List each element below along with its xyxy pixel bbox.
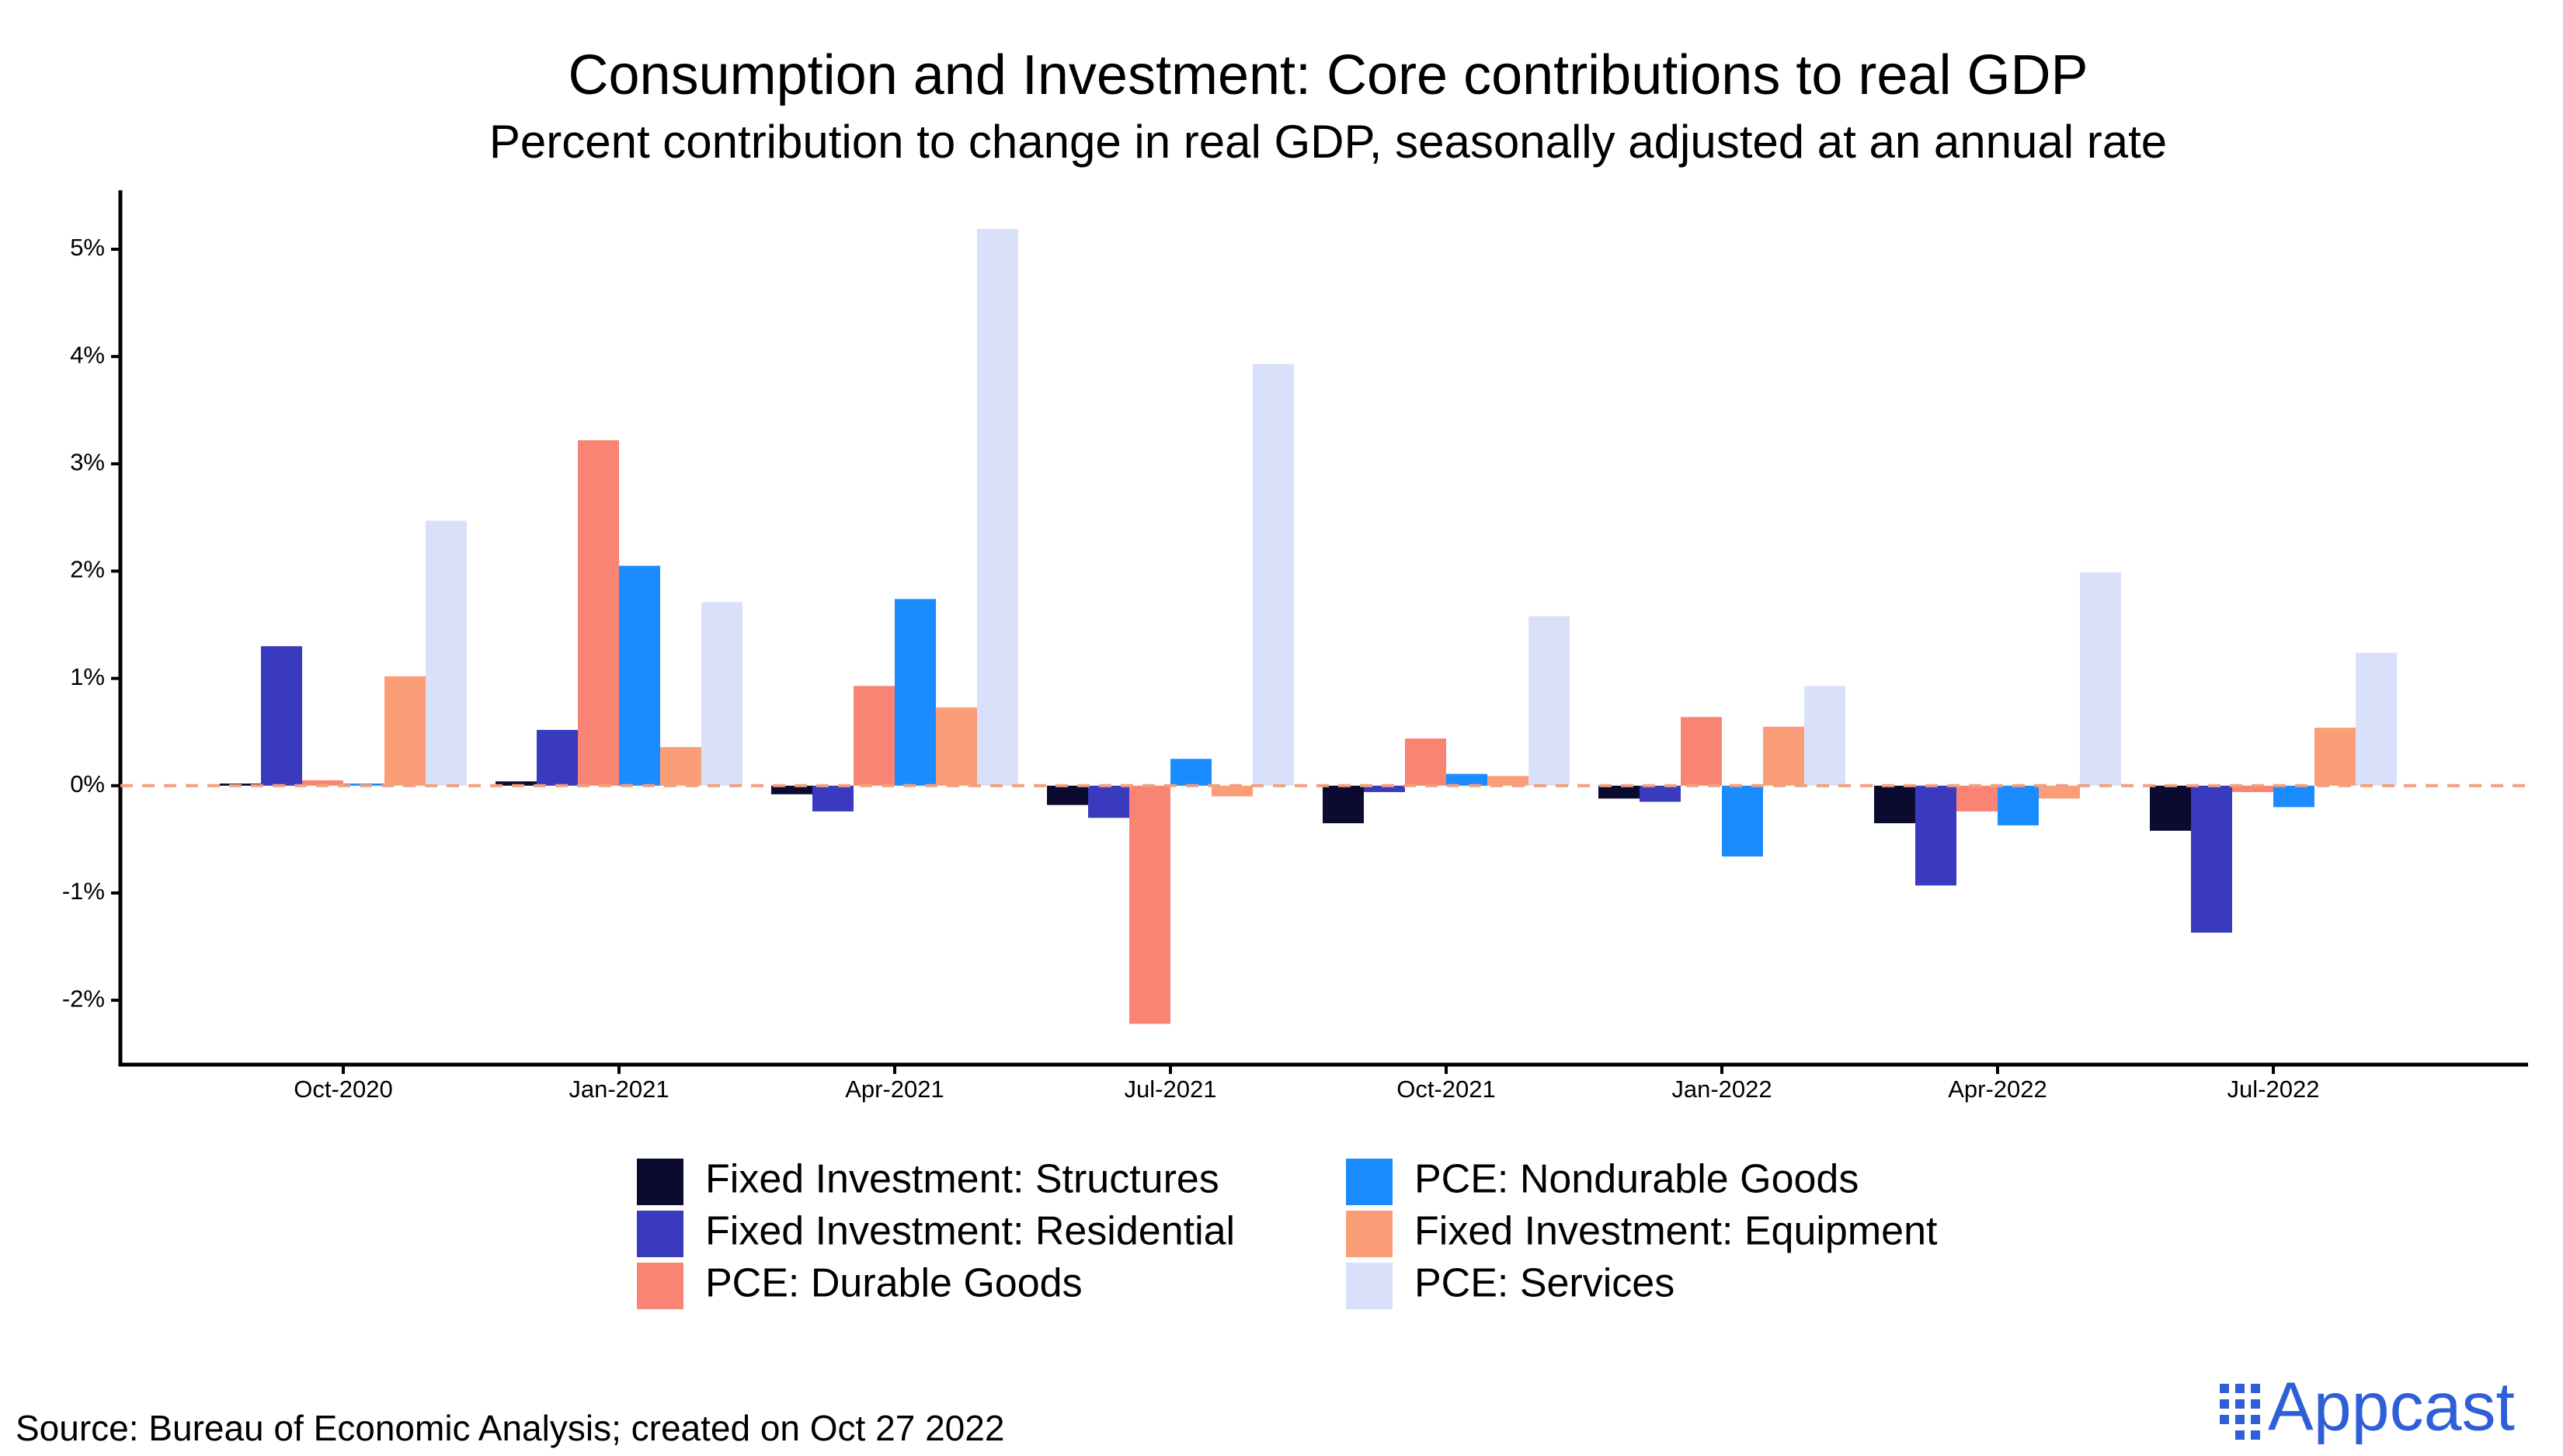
bar [302,780,343,786]
bar [2191,785,2232,933]
bar [1446,773,1487,786]
y-tick-label: 3% [70,448,105,475]
bar [936,707,977,786]
bar [619,565,660,786]
bar [261,646,302,786]
legend-label: PCE: Services [1414,1261,1674,1306]
legend-label: Fixed Investment: Residential [705,1209,1235,1254]
x-tick-label: Jan-2022 [1671,1075,1772,1103]
bar [537,729,578,786]
bar [578,440,619,786]
x-tick-label: Oct-2021 [1396,1075,1496,1103]
x-tick-label: Apr-2021 [845,1075,944,1103]
x-tick-label: Oct-2020 [294,1075,393,1103]
logo: Appcast [2220,1367,2515,1444]
legend-swatch [1346,1159,1393,1205]
bar [1956,785,1998,811]
legend-swatch [1346,1263,1393,1309]
bar [1129,785,1170,1024]
bar [1998,785,2039,825]
bar [660,747,701,786]
legend-swatch [637,1211,683,1257]
logo-icon [2220,1384,2260,1440]
y-tick-label: 2% [70,556,105,583]
bar [1640,785,1681,802]
chart-title: Consumption and Investment: Core contrib… [569,44,2088,106]
bar [1915,785,1956,886]
chart-subtitle: Percent contribution to change in real G… [489,116,2167,168]
y-tick-label: 0% [70,770,105,797]
y-tick-label: 4% [70,341,105,368]
bar [426,520,467,786]
bar [1364,785,1405,793]
legend-swatch [637,1263,683,1309]
y-tick-label: 5% [70,234,105,261]
source-note: Source: Bureau of Economic Analysis; cre… [16,1408,1004,1448]
bar [1528,616,1570,786]
bar [2039,785,2080,799]
bar [854,686,895,786]
y-tick-label: 1% [70,663,105,690]
bar [977,228,1018,786]
bar [701,602,742,786]
bar [384,676,426,786]
bar [1212,785,1253,797]
bar [1874,785,1915,824]
x-tick-label: Apr-2022 [1948,1075,2047,1103]
bar [2150,785,2191,831]
legend-label: PCE: Nondurable Goods [1414,1157,1859,1202]
legend-swatch [1346,1211,1393,1257]
bar [812,785,854,811]
y-tick-label: -2% [62,985,105,1012]
legend-label: Fixed Investment: Equipment [1414,1209,1938,1254]
x-tick-label: Jan-2021 [569,1075,669,1103]
bar [2356,652,2397,786]
bar [1598,785,1640,799]
bar [1487,776,1528,786]
bar [1722,785,1763,857]
bar [1170,759,1212,786]
legend-label: Fixed Investment: Structures [705,1157,1219,1202]
bar [2314,728,2356,786]
bar [496,781,537,786]
legend-swatch [637,1159,683,1205]
bar [1681,717,1722,786]
bar [895,599,936,786]
bar [2232,785,2273,793]
x-tick-label: Jul-2021 [1125,1075,1217,1103]
bar [1405,738,1446,786]
bar [1804,686,1845,786]
bar [1253,363,1294,786]
legend-label: PCE: Durable Goods [705,1261,1083,1306]
bar [1088,785,1129,818]
logo-text: Appcast [2268,1367,2515,1444]
bar [1763,726,1804,786]
y-tick-label: -1% [62,877,105,905]
x-tick-label: Jul-2022 [2227,1075,2320,1103]
bar [771,785,812,794]
bar [2080,572,2121,786]
bar [2273,785,2314,808]
bar [1047,785,1088,805]
bar [1323,785,1364,824]
